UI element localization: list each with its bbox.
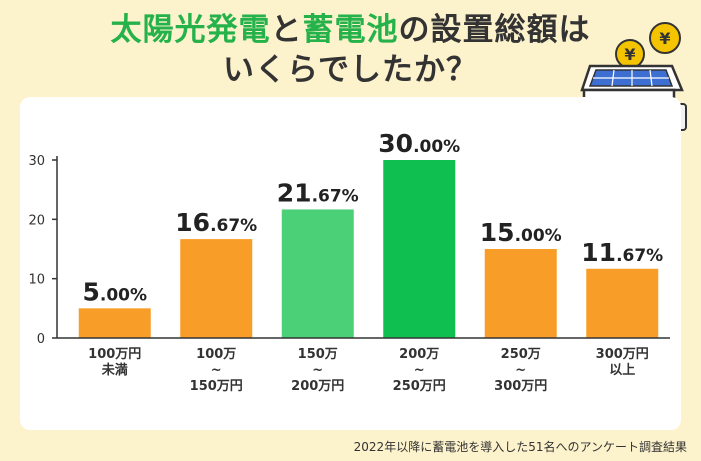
x-category-label: 150万~ 200万円 [291, 347, 344, 394]
x-category-label: 100万~ 150万円 [190, 347, 243, 394]
bar-value-label: 16.67% [175, 208, 257, 237]
bar [180, 239, 253, 338]
x-category-label: 200万~ 250万円 [393, 347, 446, 394]
bar-chart: 0 10 20 30 5.00% 100万円未満 16.67% 100万~ 150万円 21.67… [28, 129, 670, 394]
svg-text:¥: ¥ [659, 29, 670, 48]
page-title-line1: 太陽光発電と蓄電池の設置総額は [0, 10, 701, 50]
bar-value-label: 11.67% [581, 238, 663, 267]
x-category-label: 250万~ 300万円 [494, 347, 547, 394]
x-category-label: 300万円以上 [596, 347, 649, 378]
chart-panel: 0 10 20 30 5.00% 100万円未満 16.67% 100万~ 150万円 21.67… [20, 97, 681, 430]
survey-footnote: 2022年以降に蓄電池を導入した51名へのアンケート調査結果 [353, 440, 687, 454]
x-category-label: 100万円未満 [88, 347, 141, 378]
svg-text:¥: ¥ [624, 45, 635, 64]
bar-value-label: 5.00% [82, 277, 147, 306]
y-tick-label: 0 [37, 332, 45, 347]
bar [383, 160, 456, 338]
bar [586, 268, 659, 338]
bar-value-label: 15.00% [480, 218, 562, 247]
bar [281, 209, 354, 338]
bar-value-label: 21.67% [277, 178, 359, 207]
title-solar: 太陽光発電 [110, 12, 271, 48]
title-battery: 蓄電池 [302, 12, 399, 48]
title-to: と [270, 12, 303, 48]
bar [484, 249, 557, 338]
bar [78, 308, 151, 338]
bar-value-label: 30.00% [378, 129, 460, 158]
title-total-cost: の設置総額は [398, 12, 591, 48]
y-tick-label: 30 [28, 154, 45, 169]
page-title-line2: いくらでしたか？ [222, 52, 479, 88]
y-tick-label: 20 [28, 213, 45, 228]
y-tick-label: 10 [28, 273, 45, 288]
